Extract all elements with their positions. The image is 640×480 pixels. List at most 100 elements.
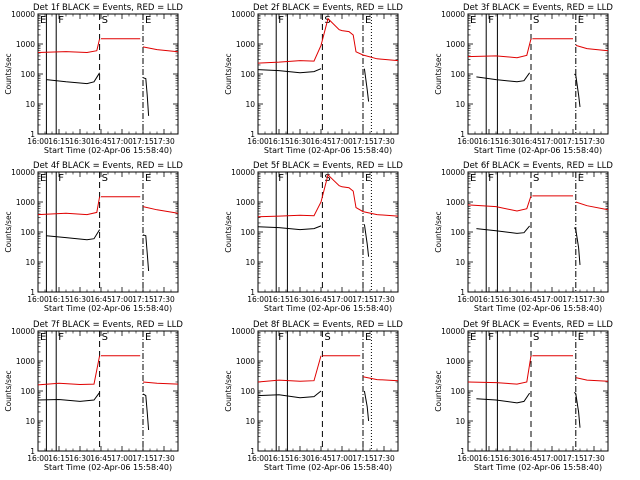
events-series-line	[37, 392, 101, 402]
panel-title: Det 7f BLACK = Events, RED = LLD	[33, 320, 183, 330]
x-tick-label: 16:15	[48, 454, 70, 463]
marker-label: S	[533, 15, 539, 26]
x-tick-label: 16:30	[499, 295, 521, 304]
y-tick-label: 100	[241, 70, 256, 79]
panel-det-5: Det 5f BLACK = Events, RED = LLD 1 10 100 10…	[224, 161, 403, 313]
x-axis-label: Start Time (02-Apr-06 15:58:40)	[44, 463, 172, 472]
y-tick-label: 100	[21, 70, 36, 79]
events-series-line	[476, 225, 530, 234]
events-series-line	[257, 225, 322, 231]
y-tick-label: 1	[30, 447, 35, 456]
panel-title: Det 3f BLACK = Events, RED = LLD	[463, 3, 613, 13]
y-tick-label: 10000	[231, 327, 255, 336]
x-tick-label: 17:00	[111, 137, 133, 146]
x-tick-label: 16:45	[310, 295, 332, 304]
lld-series-line	[37, 196, 101, 216]
lld-series-line	[467, 38, 532, 59]
y-tick-label: 1000	[236, 357, 255, 366]
y-tick-label: 10	[25, 100, 35, 109]
marker-label: F	[488, 15, 494, 26]
marker-label: S	[102, 173, 108, 184]
events-series-line	[574, 392, 581, 428]
y-tick-label: 10000	[231, 168, 255, 177]
plot-frame	[37, 330, 179, 452]
x-tick-label: 16:15	[478, 137, 500, 146]
lld-series-line	[575, 44, 609, 52]
marker-label: E	[470, 15, 476, 26]
y-tick-label: 1000	[446, 198, 465, 207]
plot-frame	[467, 13, 609, 135]
y-tick-label: 10	[25, 417, 35, 426]
x-axis-label: Start Time (02-Apr-06 15:58:40)	[474, 146, 602, 155]
x-tick-label: 16:30	[289, 295, 311, 304]
x-tick-label: 16:45	[520, 454, 542, 463]
x-tick-label: 16:45	[90, 137, 112, 146]
marker-label: E	[40, 173, 46, 184]
x-tick-label: 16:15	[48, 295, 70, 304]
y-tick-label: 10	[455, 258, 465, 267]
x-tick-label: 16:00	[247, 454, 269, 463]
y-tick-label: 10000	[11, 10, 35, 19]
y-axis-label: Counts/sec	[224, 211, 233, 252]
x-tick-label: 17:00	[331, 454, 353, 463]
x-tick-label: 17:00	[541, 137, 563, 146]
y-axis-label: Counts/sec	[4, 370, 13, 411]
x-tick-label: 16:15	[268, 454, 290, 463]
panel-det-1: Det 1f BLACK = Events, RED = LLD 1 10 100 10…	[4, 3, 183, 155]
y-tick-label: 1	[460, 447, 465, 456]
x-tick-label: 16:45	[520, 137, 542, 146]
marker-label: E	[470, 332, 476, 343]
x-tick-label: 16:00	[27, 137, 49, 146]
marker-label: E	[145, 173, 151, 184]
x-tick-label: 17:15	[132, 454, 154, 463]
x-tick-label: 16:30	[499, 454, 521, 463]
panel-title: Det 6f BLACK = Events, RED = LLD	[463, 161, 613, 171]
x-tick-label: 16:30	[499, 137, 521, 146]
x-tick-label: 16:00	[247, 137, 269, 146]
y-tick-label: 10000	[441, 10, 465, 19]
marker-label: E	[365, 15, 371, 26]
y-tick-label: 100	[451, 387, 466, 396]
x-tick-label: 16:15	[48, 137, 70, 146]
events-series-line	[574, 73, 581, 107]
marker-label: F	[58, 173, 64, 184]
y-tick-label: 100	[241, 387, 256, 396]
marker-label: E	[470, 173, 476, 184]
marker-label: F	[278, 173, 284, 184]
x-tick-label: 16:30	[69, 137, 91, 146]
x-tick-label: 17:15	[562, 454, 584, 463]
x-tick-label: 16:45	[90, 295, 112, 304]
events-series-line	[476, 72, 531, 83]
marker-label: F	[58, 332, 64, 343]
y-tick-label: 1000	[446, 40, 465, 49]
events-series-line	[363, 390, 370, 422]
plot-frame	[467, 330, 609, 452]
y-tick-label: 10	[245, 417, 255, 426]
plot-frame	[257, 330, 399, 452]
panel-det-4: Det 4f BLACK = Events, RED = LLD 1 10 100 10…	[4, 161, 183, 313]
y-axis-label: Counts/sec	[4, 53, 13, 94]
y-tick-label: 1000	[236, 40, 255, 49]
lld-series-line	[257, 17, 399, 64]
y-tick-label: 1	[460, 130, 465, 139]
lld-series-line	[575, 201, 609, 211]
x-axis-label: Start Time (02-Apr-06 15:58:40)	[264, 463, 392, 472]
y-tick-label: 100	[21, 387, 36, 396]
y-tick-label: 10000	[441, 327, 465, 336]
lld-series-line	[142, 381, 179, 385]
marker-label: E	[145, 15, 151, 26]
x-tick-label: 16:15	[268, 295, 290, 304]
x-tick-label: 17:15	[562, 137, 584, 146]
y-tick-label: 1000	[446, 357, 465, 366]
marker-label: E	[578, 15, 584, 26]
panel-title: Det 2f BLACK = Events, RED = LLD	[253, 3, 403, 13]
lld-series-line	[575, 377, 609, 382]
x-axis-label: Start Time (02-Apr-06 15:58:40)	[44, 304, 172, 313]
marker-label: S	[533, 173, 539, 184]
x-tick-label: 16:45	[310, 137, 332, 146]
events-series-line	[363, 224, 370, 257]
x-axis-label: Start Time (02-Apr-06 15:58:40)	[474, 304, 602, 313]
marker-label: F	[58, 15, 64, 26]
x-tick-label: 17:15	[352, 295, 374, 304]
y-tick-label: 100	[21, 228, 36, 237]
